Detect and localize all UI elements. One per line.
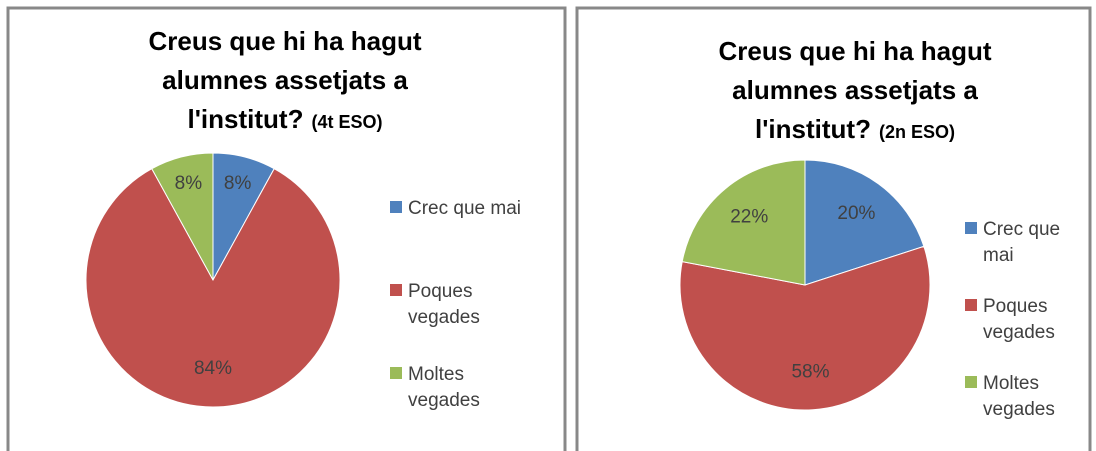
data-label: 8% xyxy=(224,173,252,194)
title-line: Creus que hi ha hagut xyxy=(148,26,421,56)
legend-line: Poques xyxy=(408,281,472,302)
pie-slice xyxy=(804,159,925,286)
legend-swatch xyxy=(390,201,402,213)
title-line: l'institut? xyxy=(755,114,871,144)
legend-swatch xyxy=(965,222,977,234)
legend-swatch xyxy=(965,376,977,388)
title-line: Creus que hi ha hagut xyxy=(718,36,991,66)
legend-line: mai xyxy=(983,245,1014,266)
legend-line: Moltes xyxy=(983,373,1039,394)
legend-line: Moltes xyxy=(408,364,464,385)
data-label: 20% xyxy=(837,203,875,224)
chart-title: Creus que hi ha hagut alumnes assetjats a… xyxy=(148,26,421,134)
legend-swatch xyxy=(390,367,402,379)
title-line: alumnes assetjats a xyxy=(162,65,408,95)
legend-swatch xyxy=(390,284,402,296)
pie-slice xyxy=(681,159,806,286)
legend-label: Moltes vegades xyxy=(408,364,480,411)
chart-title: Creus que hi ha hagut alumnes assetjats a… xyxy=(718,36,991,144)
chart-subtitle: (4t ESO) xyxy=(311,112,382,132)
legend-line: vegades xyxy=(408,307,480,328)
legend-label: Moltes vegades xyxy=(983,373,1055,420)
chart-frame-inner xyxy=(9,9,564,451)
data-label: 8% xyxy=(175,173,203,194)
data-label: 58% xyxy=(791,361,829,382)
legend-label: Crec que mai xyxy=(408,198,521,219)
data-label: 84% xyxy=(194,358,232,379)
pie-slice xyxy=(679,245,931,411)
data-label: 22% xyxy=(730,207,768,228)
legend-label: Poques vegades xyxy=(983,296,1055,343)
legend-swatch xyxy=(965,299,977,311)
legend-line: vegades xyxy=(983,322,1055,343)
title-line: l'institut? xyxy=(188,104,304,134)
legend-label: Crec que mai xyxy=(983,219,1060,266)
pie-slice xyxy=(85,168,341,408)
legend-line: Crec que xyxy=(983,219,1060,240)
legend-line: Crec que mai xyxy=(408,198,521,219)
pie-slice xyxy=(151,152,214,281)
legend-line: Poques xyxy=(983,296,1047,317)
chart-frame-inner xyxy=(578,9,1089,451)
legend-label: Poques vegades xyxy=(408,281,480,328)
legend-line: vegades xyxy=(983,399,1055,420)
chart-subtitle: (2n ESO) xyxy=(879,122,955,142)
title-line: alumnes assetjats a xyxy=(732,75,978,105)
legend-line: vegades xyxy=(408,390,480,411)
